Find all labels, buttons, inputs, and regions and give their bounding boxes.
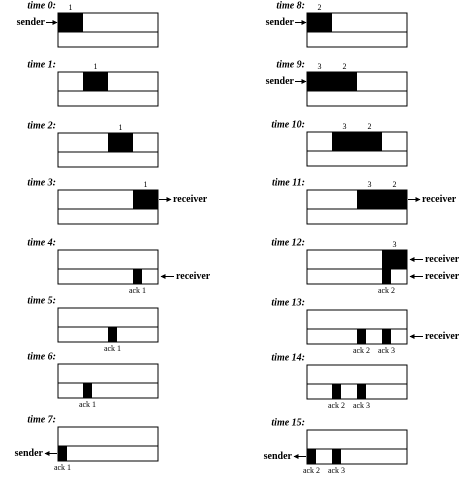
- ack-label: ack 3: [378, 346, 395, 355]
- data-segment: [133, 190, 158, 209]
- endpoint-label: receiver: [173, 194, 208, 205]
- ack-label: ack 3: [328, 466, 345, 475]
- segment-label: 1: [69, 3, 73, 12]
- ack-segment: [357, 384, 366, 399]
- ack-segment: [133, 269, 142, 284]
- segment-label: 1: [94, 62, 98, 71]
- ack-segment: [382, 329, 391, 344]
- segment-label: 3: [318, 62, 322, 71]
- segment-label: 2: [343, 62, 347, 71]
- time-label: time 5:: [27, 295, 56, 306]
- ack-segment: [357, 329, 366, 344]
- time-label: time 4:: [27, 237, 56, 248]
- endpoint-label: receiver: [425, 271, 460, 282]
- endpoint-label: receiver: [422, 194, 457, 205]
- segment-label: 1: [119, 123, 123, 132]
- time-label: time 14:: [271, 352, 305, 363]
- segment-label: 2: [393, 180, 397, 189]
- time-label: time 3:: [27, 177, 56, 188]
- time-label: time 12:: [271, 237, 305, 248]
- channel-box: [57, 249, 159, 285]
- ack-label: ack 2: [303, 466, 320, 475]
- ack-segment: [307, 449, 316, 464]
- channel-box: [57, 426, 159, 462]
- time-label: time 10:: [271, 119, 305, 130]
- segment-label: 3: [343, 122, 347, 131]
- ack-label: ack 2: [353, 346, 370, 355]
- ack-segment: [83, 383, 92, 398]
- data-segment: [83, 72, 108, 91]
- endpoint-label: sender: [17, 17, 46, 28]
- data-segment: [357, 132, 382, 151]
- ack-label: ack 1: [79, 400, 96, 409]
- time-label: time 9:: [276, 59, 305, 70]
- time-label: time 7:: [27, 414, 56, 425]
- ack-label: ack 2: [328, 401, 345, 410]
- ack-label: ack 3: [353, 401, 370, 410]
- segment-label: 2: [318, 3, 322, 12]
- endpoint-label: sender: [264, 451, 293, 462]
- ack-label: ack 1: [54, 463, 71, 472]
- data-segment: [332, 72, 357, 91]
- data-segment: [307, 72, 332, 91]
- data-segment: [382, 250, 407, 269]
- time-label: time 1:: [27, 59, 56, 70]
- ack-segment: [382, 269, 391, 284]
- segment-label: 1: [144, 180, 148, 189]
- data-segment: [307, 13, 332, 32]
- ack-label: ack 1: [129, 286, 146, 295]
- data-segment: [108, 133, 133, 152]
- endpoint-label: sender: [266, 17, 295, 28]
- time-label: time 6:: [27, 351, 56, 362]
- endpoint-label: sender: [266, 76, 295, 87]
- endpoint-label: receiver: [425, 254, 460, 265]
- ack-segment: [108, 327, 117, 342]
- endpoint-label: sender: [15, 448, 44, 459]
- data-segment: [58, 13, 83, 32]
- ack-segment: [332, 449, 341, 464]
- time-label: time 8:: [276, 0, 305, 11]
- endpoint-label: receiver: [425, 331, 460, 342]
- endpoint-label: receiver: [176, 271, 211, 282]
- segment-label: 3: [393, 240, 397, 249]
- time-label: time 11:: [272, 177, 305, 188]
- time-label: time 0:: [27, 0, 56, 11]
- time-label: time 15:: [271, 417, 305, 428]
- channel-box: [306, 429, 408, 465]
- ack-label: ack 2: [378, 286, 395, 295]
- data-segment: [357, 190, 382, 209]
- ack-segment: [58, 446, 67, 461]
- data-segment: [382, 190, 407, 209]
- time-label: time 13:: [271, 297, 305, 308]
- ack-label: ack 1: [104, 344, 121, 353]
- segment-label: 3: [368, 180, 372, 189]
- channel-box: [57, 363, 159, 399]
- ack-segment: [332, 384, 341, 399]
- segment-label: 2: [368, 122, 372, 131]
- data-segment: [332, 132, 357, 151]
- time-label: time 2:: [27, 120, 56, 131]
